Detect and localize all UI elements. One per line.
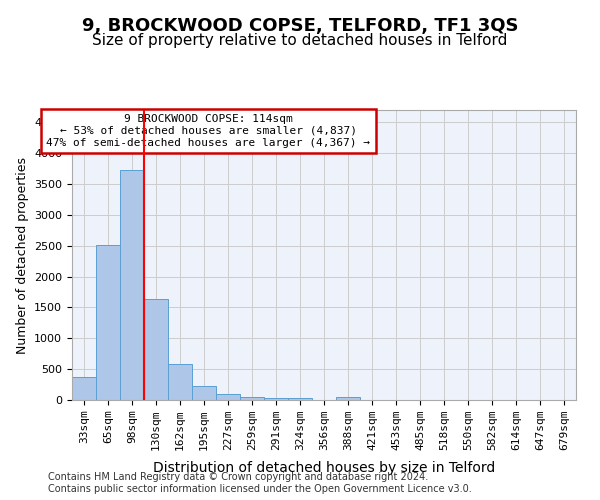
Text: Contains HM Land Registry data © Crown copyright and database right 2024.: Contains HM Land Registry data © Crown c… bbox=[48, 472, 428, 482]
Bar bbox=[264, 398, 288, 400]
Bar bbox=[168, 364, 192, 400]
Text: Size of property relative to detached houses in Telford: Size of property relative to detached ho… bbox=[92, 32, 508, 48]
X-axis label: Distribution of detached houses by size in Telford: Distribution of detached houses by size … bbox=[153, 462, 495, 475]
Bar bbox=[192, 386, 216, 400]
Bar bbox=[96, 245, 120, 400]
Bar bbox=[120, 170, 144, 400]
Bar bbox=[336, 396, 360, 400]
Bar bbox=[144, 300, 168, 400]
Bar bbox=[72, 377, 96, 400]
Bar bbox=[288, 398, 312, 400]
Text: Contains public sector information licensed under the Open Government Licence v3: Contains public sector information licen… bbox=[48, 484, 472, 494]
Bar bbox=[216, 394, 240, 400]
Text: 9 BROCKWOOD COPSE: 114sqm
← 53% of detached houses are smaller (4,837)
47% of se: 9 BROCKWOOD COPSE: 114sqm ← 53% of detac… bbox=[46, 114, 370, 148]
Y-axis label: Number of detached properties: Number of detached properties bbox=[16, 156, 29, 354]
Bar bbox=[240, 396, 264, 400]
Text: 9, BROCKWOOD COPSE, TELFORD, TF1 3QS: 9, BROCKWOOD COPSE, TELFORD, TF1 3QS bbox=[82, 18, 518, 36]
